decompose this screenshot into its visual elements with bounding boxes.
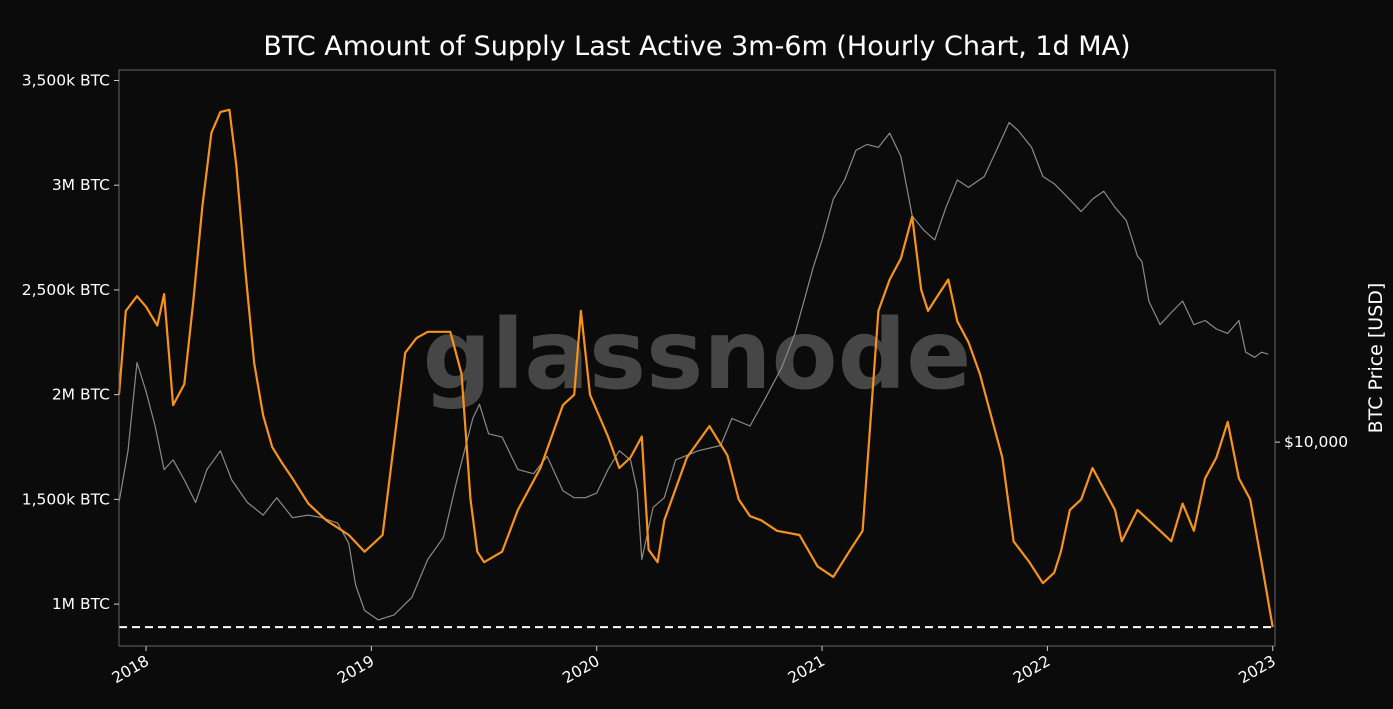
x-tick-label: 2020 bbox=[560, 652, 603, 687]
x-axis-ticks: 2018 2019 2020 2021 2022 2023 bbox=[109, 646, 1279, 687]
y-tick-label: 1M BTC bbox=[52, 595, 110, 613]
y2-axis-ticks: $10,000 bbox=[1275, 433, 1348, 451]
y-tick-label: 1,500k BTC bbox=[22, 490, 110, 508]
y-tick-label: 2M BTC bbox=[52, 386, 110, 404]
x-tick-label: 2019 bbox=[334, 652, 377, 687]
price-line bbox=[118, 121, 1269, 621]
y2-tick-label: $10,000 bbox=[1284, 433, 1348, 451]
price-series bbox=[118, 121, 1269, 621]
y-tick-label: 3M BTC bbox=[52, 176, 110, 194]
plot-frame bbox=[118, 69, 1276, 647]
x-tick-label: 2018 bbox=[109, 652, 152, 687]
x-tick-label: 2023 bbox=[1236, 652, 1279, 687]
supply-line bbox=[117, 108, 1274, 628]
x-tick-label: 2021 bbox=[785, 652, 828, 687]
right-axis-label: BTC Price [USD] bbox=[1365, 283, 1387, 434]
y-tick-label: 3,500k BTC bbox=[22, 71, 110, 89]
x-tick-label: 2022 bbox=[1010, 652, 1053, 687]
y-axis-ticks: 1M BTC 1,500k BTC 2M BTC 2,500k BTC 3M BTC 3,… bbox=[22, 71, 119, 613]
y-tick-label: 2,500k BTC bbox=[22, 281, 110, 299]
glassnode-watermark: glassnode bbox=[423, 299, 972, 411]
chart-title: BTC Amount of Supply Last Active 3m-6m (… bbox=[263, 31, 1130, 62]
supply-series bbox=[117, 108, 1274, 628]
